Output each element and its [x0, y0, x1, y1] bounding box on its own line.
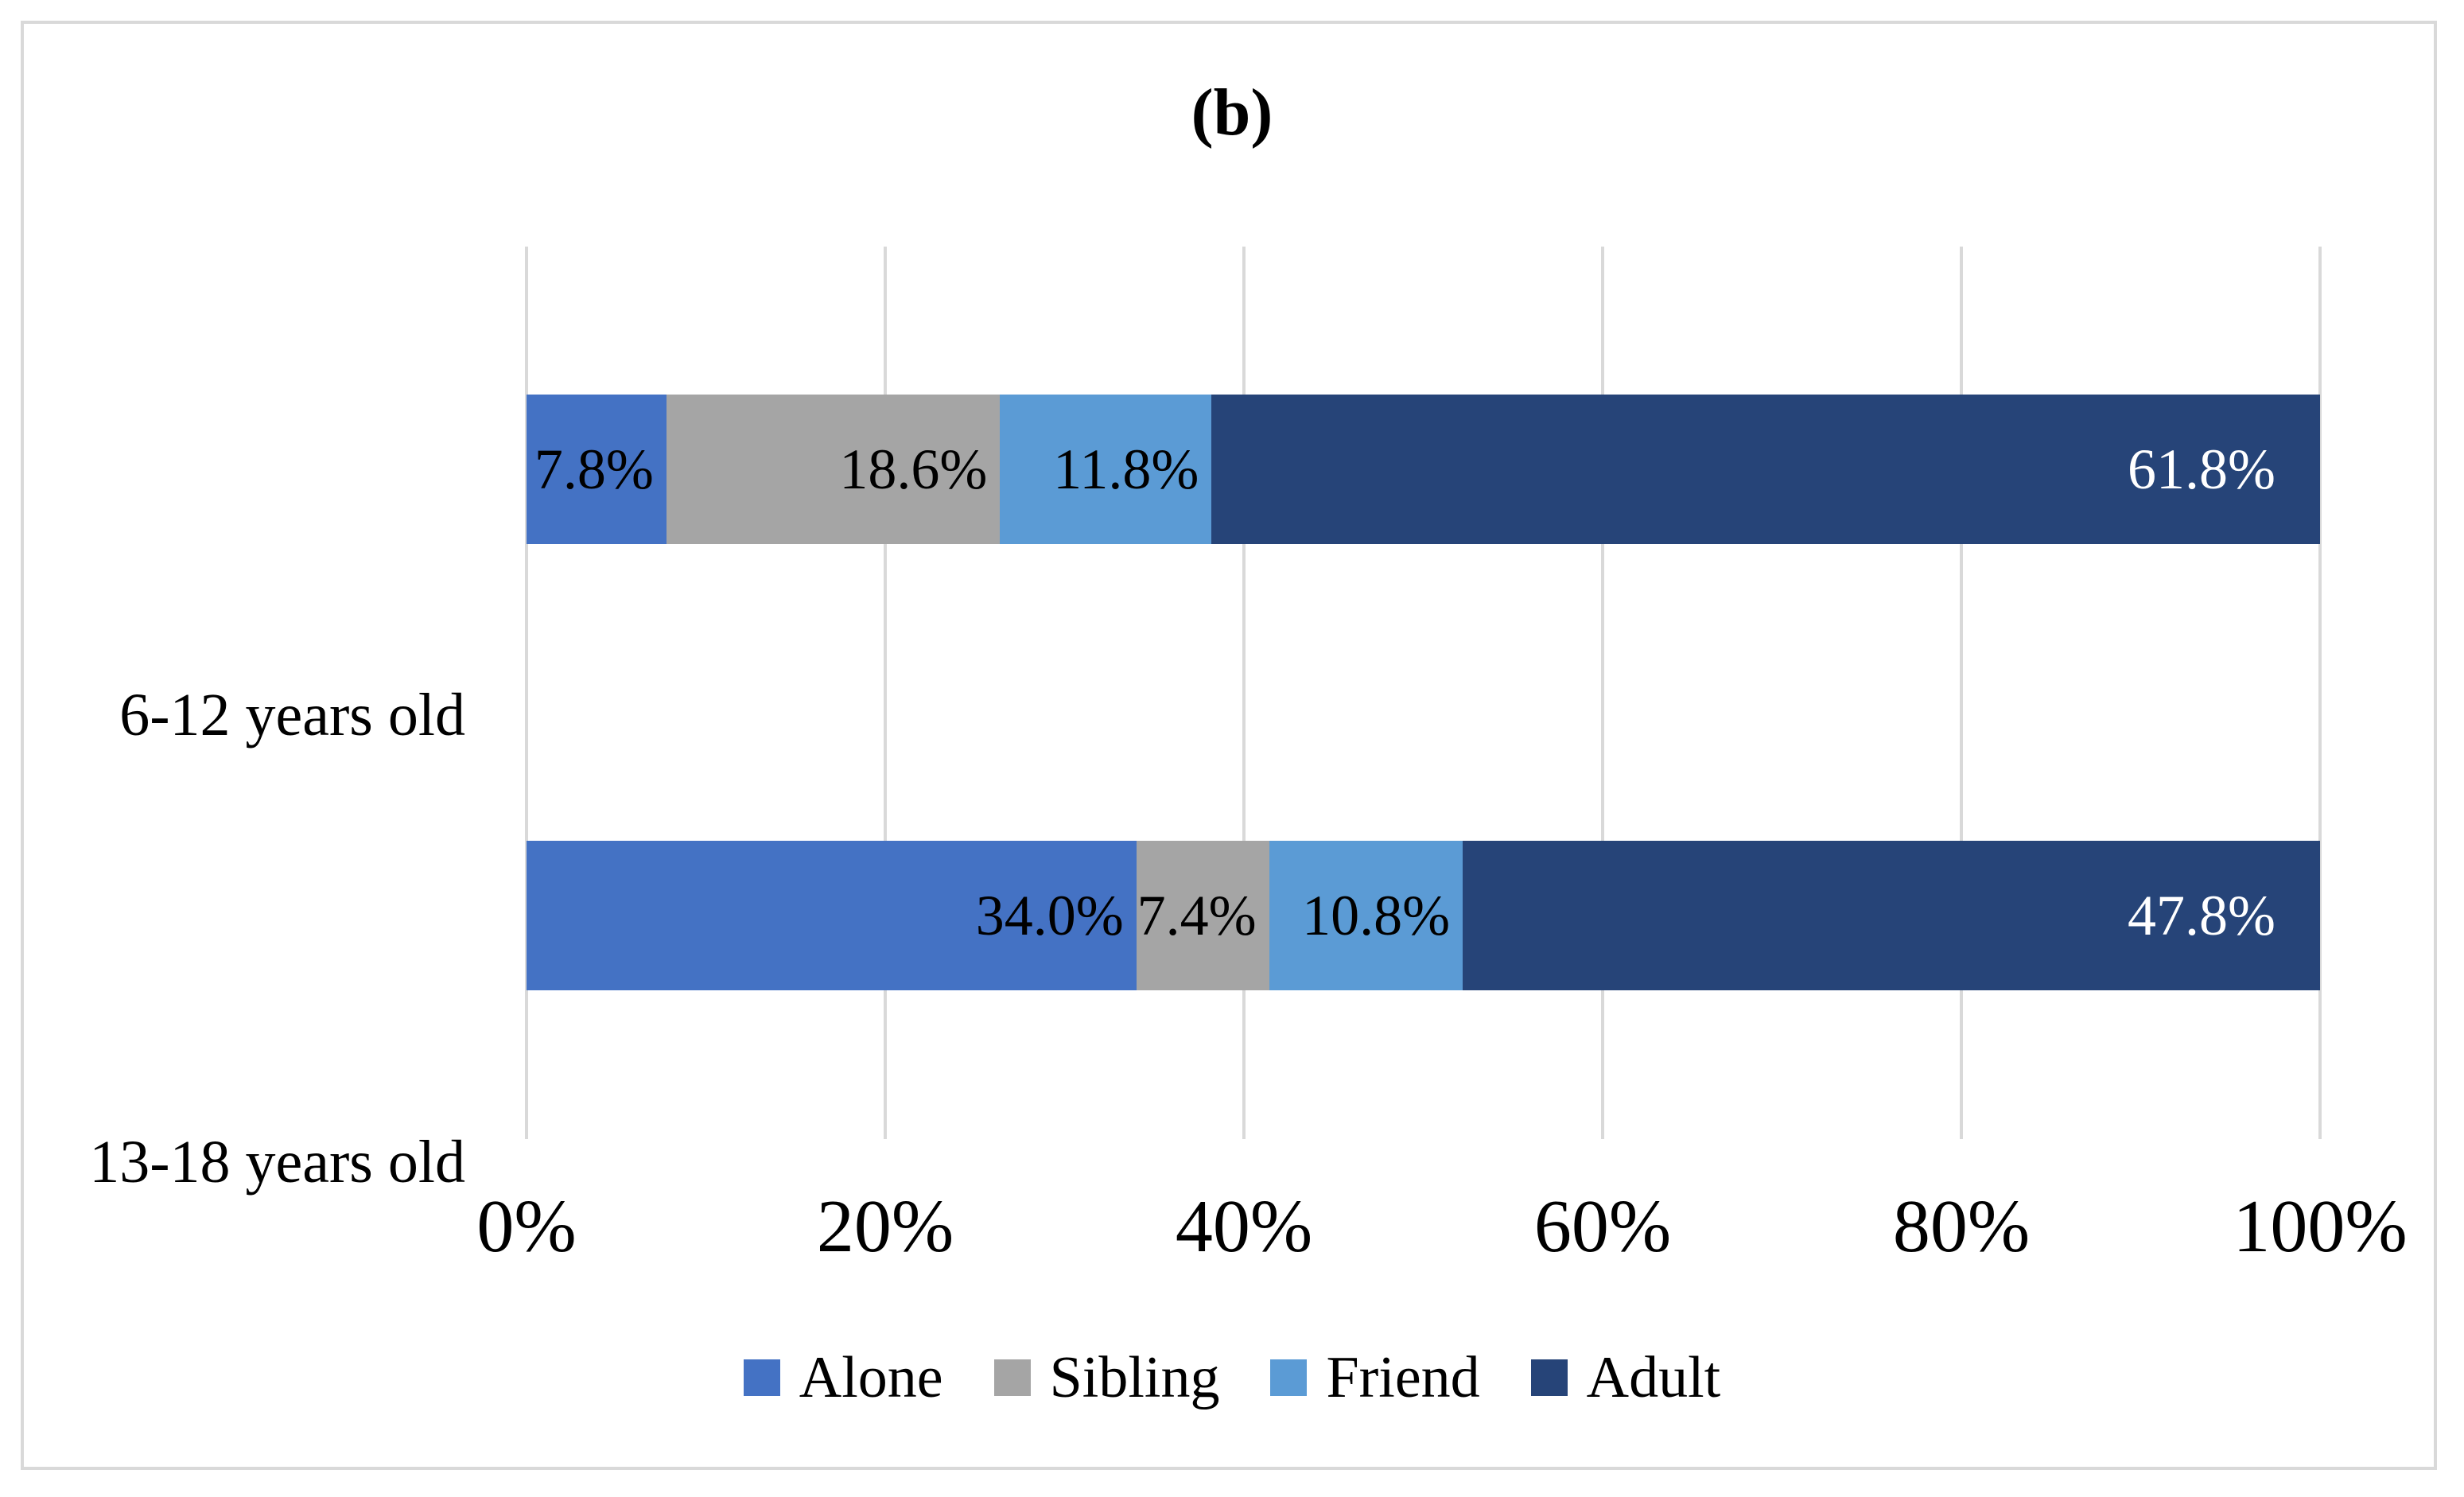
gridline-20pct	[884, 247, 887, 1139]
data-label-sibling-13-18-years-old: 7.4%	[1137, 884, 1257, 947]
chart-panel-border	[21, 21, 2437, 1470]
legend-label-sibling: Sibling	[1049, 1345, 1220, 1410]
x-tick-label-0: 0%	[476, 1185, 577, 1268]
gridline-80pct	[1960, 247, 1963, 1139]
x-axis-tick-labels: 0% 20% 40% 60% 80% 100%	[476, 1185, 2407, 1285]
gridline-0pct	[525, 247, 528, 1139]
legend-item-friend: Friend	[1270, 1345, 1480, 1410]
segment-sibling-13-18-years-old: 7.4%	[1136, 841, 1269, 990]
x-tick-label-20: 20%	[816, 1185, 954, 1268]
segment-friend-6-12-years-old: 11.8%	[1000, 395, 1212, 544]
segment-friend-13-18-years-old: 10.8%	[1269, 841, 1463, 990]
legend-label-friend: Friend	[1326, 1345, 1480, 1410]
gridline-60pct	[1601, 247, 1604, 1139]
legend-item-alone: Alone	[743, 1345, 943, 1410]
bar-13-18-years-old: 34.0% 7.4% 10.8% 47.8%	[527, 841, 2320, 990]
data-label-friend-13-18-years-old: 10.8%	[1302, 884, 1451, 947]
legend-swatch-adult-icon	[1530, 1359, 1568, 1396]
legend-swatch-friend-icon	[1270, 1359, 1308, 1396]
segment-adult-13-18-years-old: 47.8%	[1463, 841, 2320, 990]
data-label-sibling-6-12-years-old: 18.6%	[839, 437, 988, 501]
legend-swatch-sibling-icon	[993, 1359, 1031, 1396]
plot-area: 7.8% 18.6% 11.8% 61.8% 34.0% 7.4% 10.8% 47.8%	[525, 247, 2322, 1139]
legend: Alone Sibling Friend Adult	[0, 1338, 2464, 1417]
segment-alone-6-12-years-old: 7.8%	[527, 395, 667, 544]
chart-title: (b)	[1191, 76, 1273, 150]
segment-adult-6-12-years-old: 61.8%	[1211, 395, 2320, 544]
legend-item-sibling: Sibling	[993, 1345, 1220, 1410]
x-tick-label-80: 80%	[1892, 1185, 2031, 1268]
data-label-adult-13-18-years-old: 47.8%	[2127, 884, 2276, 947]
segment-sibling-6-12-years-old: 18.6%	[666, 395, 1001, 544]
x-tick-label-100: 100%	[2233, 1185, 2408, 1268]
legend-label-alone: Alone	[799, 1345, 943, 1410]
legend-swatch-alone-icon	[743, 1359, 780, 1396]
data-label-alone-6-12-years-old: 7.8%	[534, 437, 654, 501]
x-tick-label-60: 60%	[1533, 1185, 1672, 1268]
gridline-40pct	[1242, 247, 1246, 1139]
bar-6-12-years-old: 7.8% 18.6% 11.8% 61.8%	[527, 395, 2320, 544]
category-label-6-12-years-old: 6-12 years old	[119, 682, 465, 748]
segment-alone-13-18-years-old: 34.0%	[527, 841, 1137, 990]
data-label-friend-6-12-years-old: 11.8%	[1053, 437, 1199, 501]
data-label-alone-13-18-years-old: 34.0%	[975, 884, 1124, 947]
data-label-adult-6-12-years-old: 61.8%	[2127, 437, 2276, 501]
category-label-13-18-years-old: 13-18 years old	[89, 1129, 465, 1196]
x-tick-label-40: 40%	[1175, 1185, 1313, 1268]
gridline-100pct	[2318, 247, 2322, 1139]
legend-label-adult: Adult	[1586, 1345, 1721, 1410]
legend-item-adult: Adult	[1530, 1345, 1721, 1410]
